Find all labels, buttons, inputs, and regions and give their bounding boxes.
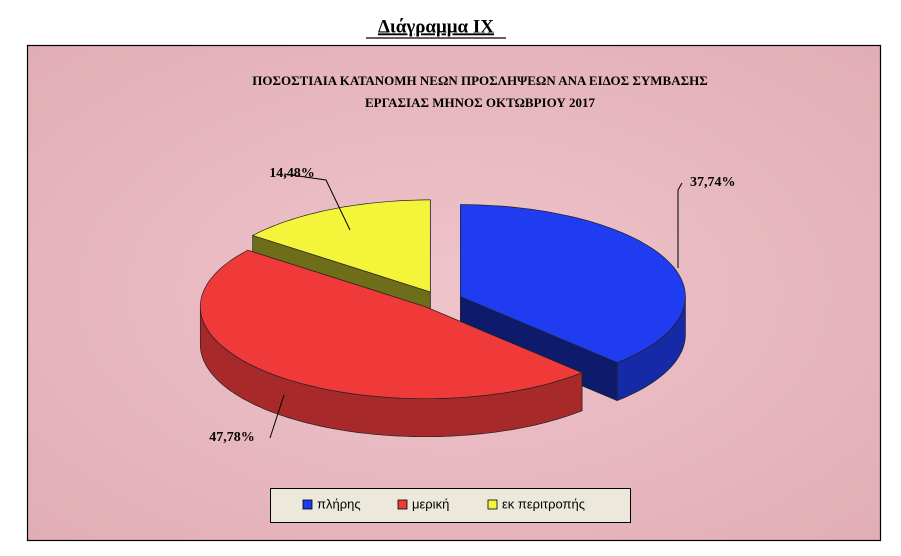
legend-label: μερική <box>412 496 449 511</box>
leader-line <box>283 173 351 231</box>
legend-label: εκ περιτροπής <box>502 496 585 511</box>
data-label: 47,78% <box>209 430 255 445</box>
heading: Διάγραμμα ΙΧ <box>378 16 494 37</box>
slice <box>199 249 583 400</box>
leader-line <box>677 182 683 268</box>
legend-swatch <box>397 499 408 510</box>
chart-title: ΕΡΓΑΣΙΑΣ ΜΗΝΟΣ ΟΚΤΩΒΡΙΟΥ 2017 <box>365 95 596 110</box>
data-label: 14,48% <box>269 166 315 181</box>
slice <box>460 204 686 363</box>
chart-area <box>26 44 882 542</box>
legend-swatch <box>487 499 498 510</box>
legend-swatch <box>302 499 313 510</box>
slice <box>251 199 431 293</box>
legend <box>270 488 631 523</box>
leader-line <box>269 394 285 439</box>
data-label: 37,74% <box>690 175 736 190</box>
chart-title: ΠΟΣΟΣΤΙΑΙΑ ΚΑΤΑΝΟΜΗ ΝΕΩΝ ΠΡΟΣΛΗΨΕΩΝ ΑΝΑ … <box>252 73 707 88</box>
legend-label: πλήρης <box>317 496 361 511</box>
